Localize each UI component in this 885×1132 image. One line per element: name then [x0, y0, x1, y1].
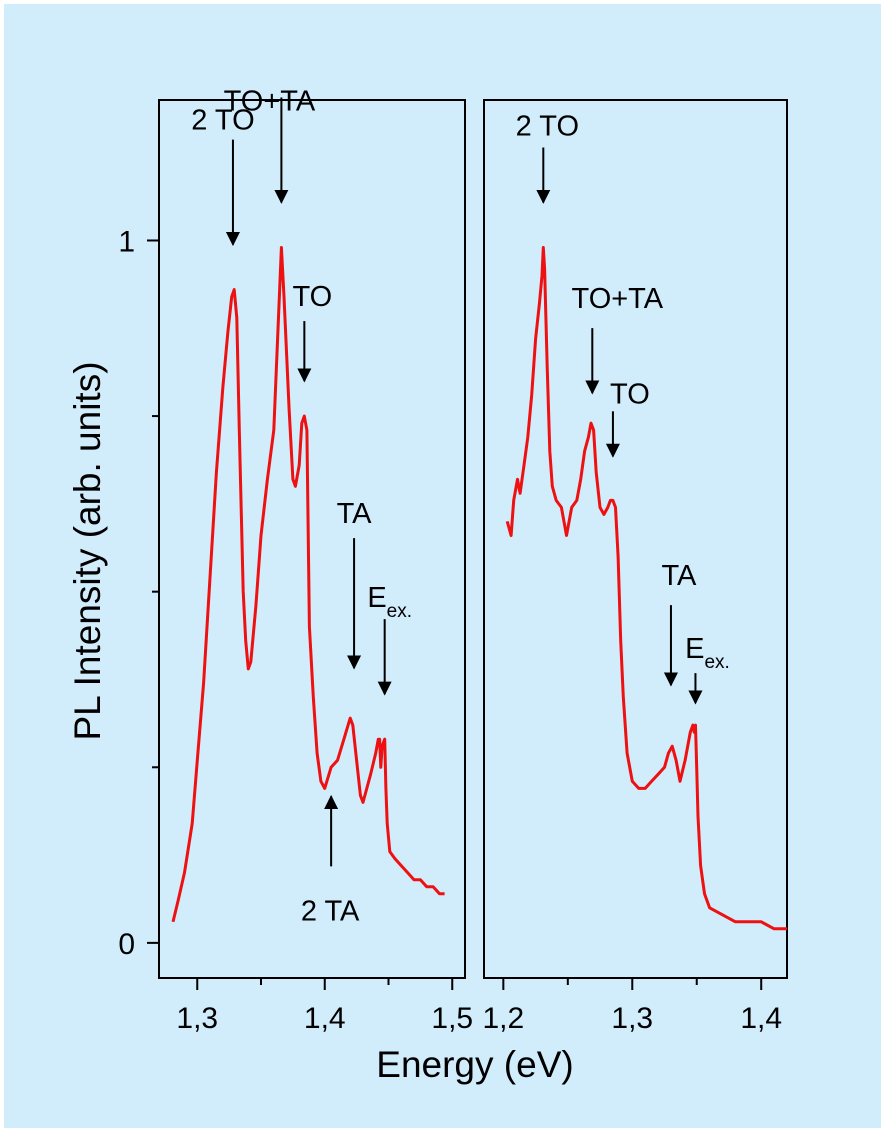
- peak-label: 2 TO: [516, 111, 579, 143]
- peak-label: TO: [292, 281, 332, 313]
- x-tick-label: 1,5: [431, 1002, 473, 1035]
- y-axis-title: PL Intensity (arb. units): [67, 361, 108, 740]
- peak-label: TO+TA: [572, 283, 664, 315]
- figure-background: [4, 4, 881, 1128]
- peak-label: TA: [337, 498, 373, 530]
- peak-label: TO+TA: [224, 86, 316, 118]
- plot-frame: [483, 99, 788, 979]
- x-tick-label: 1,4: [740, 1002, 782, 1035]
- spectrum-line: [505, 246, 787, 931]
- peak-label: TO: [610, 378, 650, 410]
- y-tick-label: 1: [118, 225, 135, 258]
- peak-label: 2 TO: [191, 105, 254, 137]
- x-axis-title: Energy (eV): [376, 1044, 573, 1085]
- x-tick-label: 1,2: [482, 1002, 524, 1035]
- peak-label: TA: [662, 560, 698, 592]
- x-tick-label: 1,4: [304, 1002, 346, 1035]
- x-tick-label: 1,3: [611, 1002, 653, 1035]
- peak-label: 2 TA: [301, 895, 360, 927]
- x-tick-label: 1,3: [176, 1002, 218, 1035]
- plot-frame: [158, 99, 466, 979]
- y-tick-label: 0: [118, 928, 135, 961]
- spectrum-line: [171, 246, 445, 923]
